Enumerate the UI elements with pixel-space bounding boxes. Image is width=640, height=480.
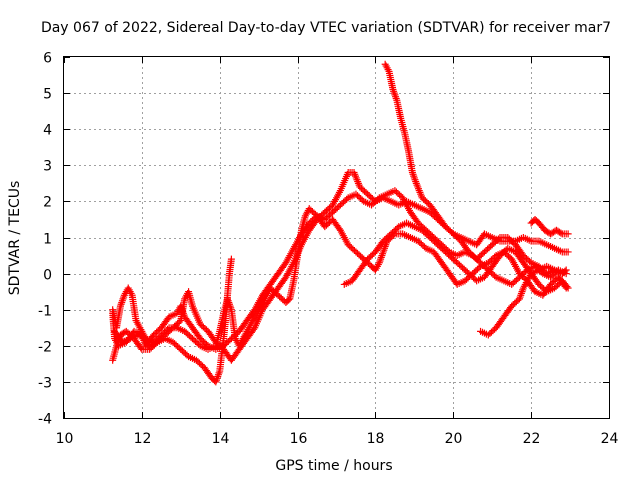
y-tick-label: 1: [43, 232, 52, 248]
x-tick-label: 22: [523, 431, 541, 447]
data-point: [164, 325, 172, 333]
x-tick-label: 10: [56, 431, 74, 447]
y-tick-label: -4: [38, 412, 52, 428]
y-tick-label: -1: [38, 304, 52, 320]
data-point: [557, 229, 565, 237]
data-point: [475, 264, 483, 272]
y-tick-label: 4: [43, 123, 52, 139]
series-track-g: [477, 262, 570, 339]
data-marks: [109, 60, 572, 386]
data-point: [343, 195, 351, 203]
y-axis-label: SDTVAR / TECUs: [7, 181, 23, 296]
series-track-f: [381, 60, 572, 256]
data-point: [137, 344, 145, 352]
x-tick-label: 18: [367, 431, 385, 447]
y-tick-label: -3: [38, 376, 52, 392]
x-tick-label: 12: [134, 431, 152, 447]
data-point: [374, 195, 382, 203]
y-tick-label: 6: [43, 51, 52, 67]
y-tick-label: -2: [38, 340, 52, 356]
data-point: [195, 340, 203, 348]
data-point: [202, 340, 210, 348]
y-tick-label: 2: [43, 195, 52, 211]
data-point: [564, 284, 572, 292]
y-tick-label: 0: [43, 268, 52, 284]
data-point: [358, 196, 366, 204]
data-point: [526, 257, 534, 265]
data-point: [563, 283, 571, 291]
x-axis: 10 12 14 16 18 20 22 24: [56, 57, 619, 447]
series-track-b: [109, 255, 235, 386]
data-point: [183, 351, 191, 359]
y-tick-label: 5: [43, 87, 52, 103]
chart-title: Day 067 of 2022, Sidereal Day-to-day VTE…: [41, 20, 611, 36]
data-point: [564, 248, 572, 256]
y-tick-label: 3: [43, 159, 52, 175]
data-point: [420, 243, 428, 251]
plot-frame: [63, 56, 610, 419]
data-point: [564, 230, 572, 238]
data-point: [561, 267, 569, 275]
series-track-e: [340, 219, 572, 296]
series-track-h: [527, 215, 572, 238]
x-tick-label: 20: [445, 431, 463, 447]
y-axis: -4 -3 -2 -1 0 1 2 3 4 5 6: [38, 51, 609, 428]
x-axis-label: GPS time / hours: [275, 458, 392, 474]
series-track-a: [109, 169, 566, 364]
data-point: [393, 224, 401, 232]
data-point: [562, 266, 570, 274]
data-point: [284, 296, 292, 304]
data-point: [227, 255, 235, 263]
x-tick-label: 24: [601, 431, 619, 447]
x-tick-label: 14: [212, 431, 230, 447]
data-point: [491, 272, 499, 280]
x-tick-label: 16: [290, 431, 308, 447]
series-track-d: [109, 187, 570, 353]
data-point: [448, 228, 456, 236]
